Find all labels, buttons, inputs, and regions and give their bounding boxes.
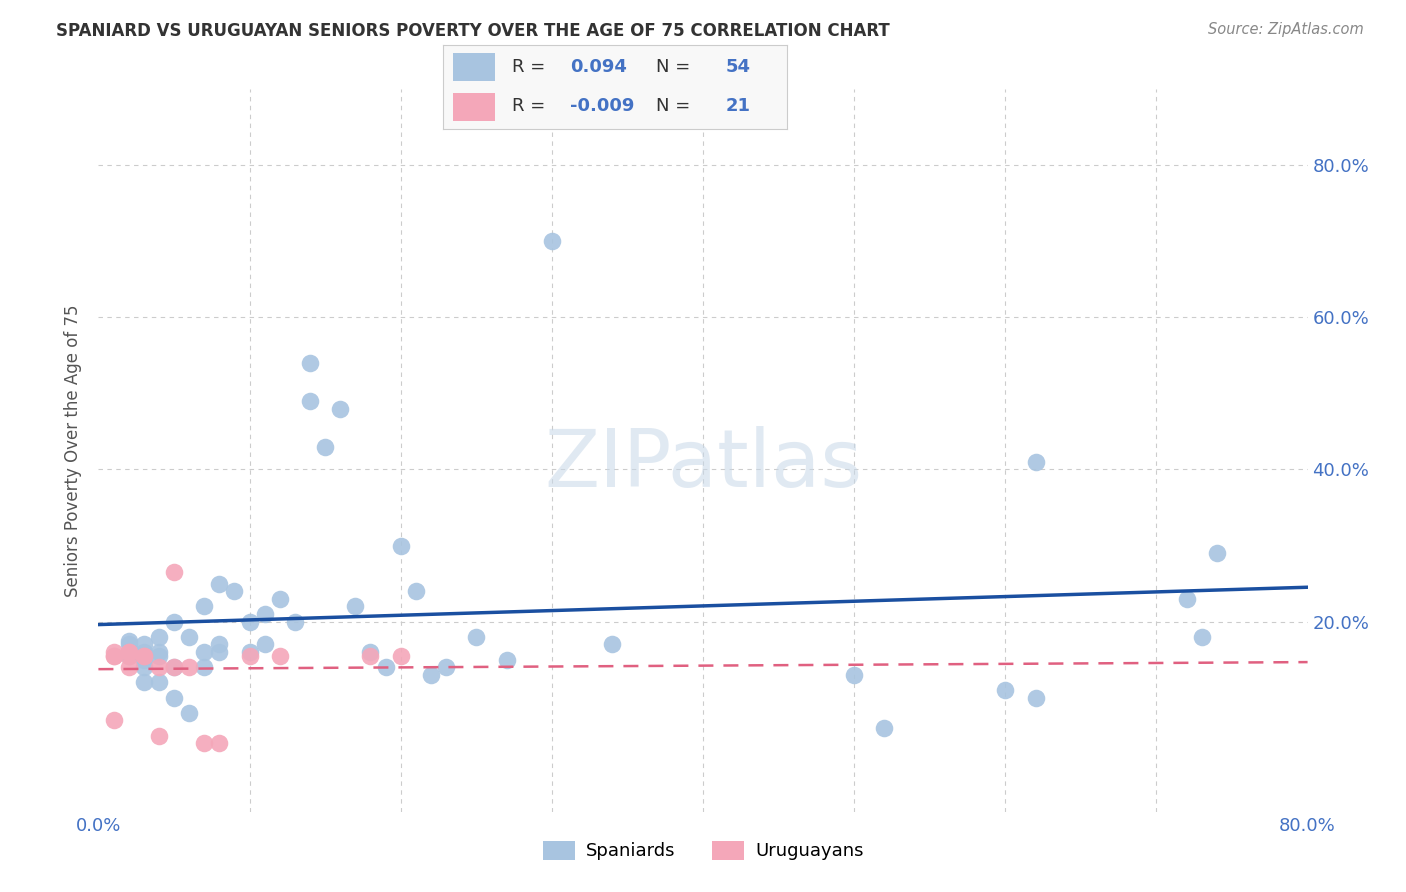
Point — [148, 645, 170, 659]
Point — [179, 660, 201, 674]
Point — [118, 645, 141, 659]
Text: Source: ZipAtlas.com: Source: ZipAtlas.com — [1208, 22, 1364, 37]
Point — [344, 599, 367, 614]
Point — [360, 645, 382, 659]
Point — [360, 648, 382, 663]
Point — [994, 683, 1017, 698]
Text: 54: 54 — [725, 58, 751, 76]
Text: R =: R = — [512, 97, 551, 115]
Point — [540, 235, 562, 249]
Point — [269, 591, 291, 606]
Point — [1024, 690, 1046, 705]
Point — [163, 660, 186, 674]
Point — [118, 648, 141, 663]
Point — [118, 648, 141, 663]
Text: ZIPatlas: ZIPatlas — [544, 425, 862, 504]
Point — [163, 660, 186, 674]
Point — [253, 637, 276, 651]
Point — [208, 736, 231, 750]
Point — [193, 660, 215, 674]
Text: -0.009: -0.009 — [571, 97, 634, 115]
Point — [193, 736, 215, 750]
Point — [329, 401, 352, 416]
Point — [284, 615, 307, 629]
Point — [193, 645, 215, 659]
Point — [465, 630, 488, 644]
Text: N =: N = — [657, 97, 696, 115]
Point — [148, 630, 170, 644]
Point — [118, 645, 141, 659]
Point — [132, 637, 155, 651]
Point — [208, 645, 231, 659]
Point — [1206, 546, 1229, 560]
Point — [269, 648, 291, 663]
Point — [132, 648, 155, 663]
Point — [118, 660, 141, 674]
Point — [239, 615, 262, 629]
Point — [118, 633, 141, 648]
Point — [224, 584, 246, 599]
Point — [389, 648, 412, 663]
Bar — [453, 54, 495, 81]
Point — [163, 615, 186, 629]
Point — [1175, 591, 1198, 606]
Point — [132, 645, 155, 659]
Text: R =: R = — [512, 58, 551, 76]
Point — [148, 675, 170, 690]
Text: 21: 21 — [725, 97, 751, 115]
Point — [103, 645, 125, 659]
Point — [405, 584, 427, 599]
Point — [193, 599, 215, 614]
Text: 0.094: 0.094 — [571, 58, 627, 76]
Point — [873, 721, 896, 735]
Point — [132, 648, 155, 663]
Point — [208, 637, 231, 651]
Point — [132, 660, 155, 674]
Point — [602, 637, 624, 651]
Point — [1024, 455, 1046, 469]
Point — [163, 690, 186, 705]
Point — [132, 652, 155, 666]
Point — [239, 648, 262, 663]
Point — [179, 706, 201, 720]
Point — [103, 648, 125, 663]
Point — [844, 668, 866, 682]
Text: N =: N = — [657, 58, 696, 76]
Point — [148, 660, 170, 674]
Text: SPANIARD VS URUGUAYAN SENIORS POVERTY OVER THE AGE OF 75 CORRELATION CHART: SPANIARD VS URUGUAYAN SENIORS POVERTY OV… — [56, 22, 890, 40]
Point — [179, 630, 201, 644]
Point — [389, 539, 412, 553]
Point — [434, 660, 457, 674]
Point — [208, 576, 231, 591]
Point — [132, 675, 155, 690]
Point — [299, 356, 322, 370]
Point — [103, 714, 125, 728]
Point — [118, 637, 141, 651]
Point — [118, 645, 141, 659]
Legend: Spaniards, Uruguayans: Spaniards, Uruguayans — [536, 834, 870, 868]
Point — [253, 607, 276, 621]
Point — [420, 668, 443, 682]
Point — [148, 729, 170, 743]
Point — [374, 660, 396, 674]
Y-axis label: Seniors Poverty Over the Age of 75: Seniors Poverty Over the Age of 75 — [65, 304, 83, 597]
Bar — [453, 93, 495, 120]
Point — [299, 394, 322, 409]
Point — [1191, 630, 1213, 644]
Point — [148, 648, 170, 663]
Point — [495, 652, 517, 666]
Point — [163, 565, 186, 579]
Point — [239, 645, 262, 659]
Point — [103, 648, 125, 663]
Point — [314, 440, 336, 454]
